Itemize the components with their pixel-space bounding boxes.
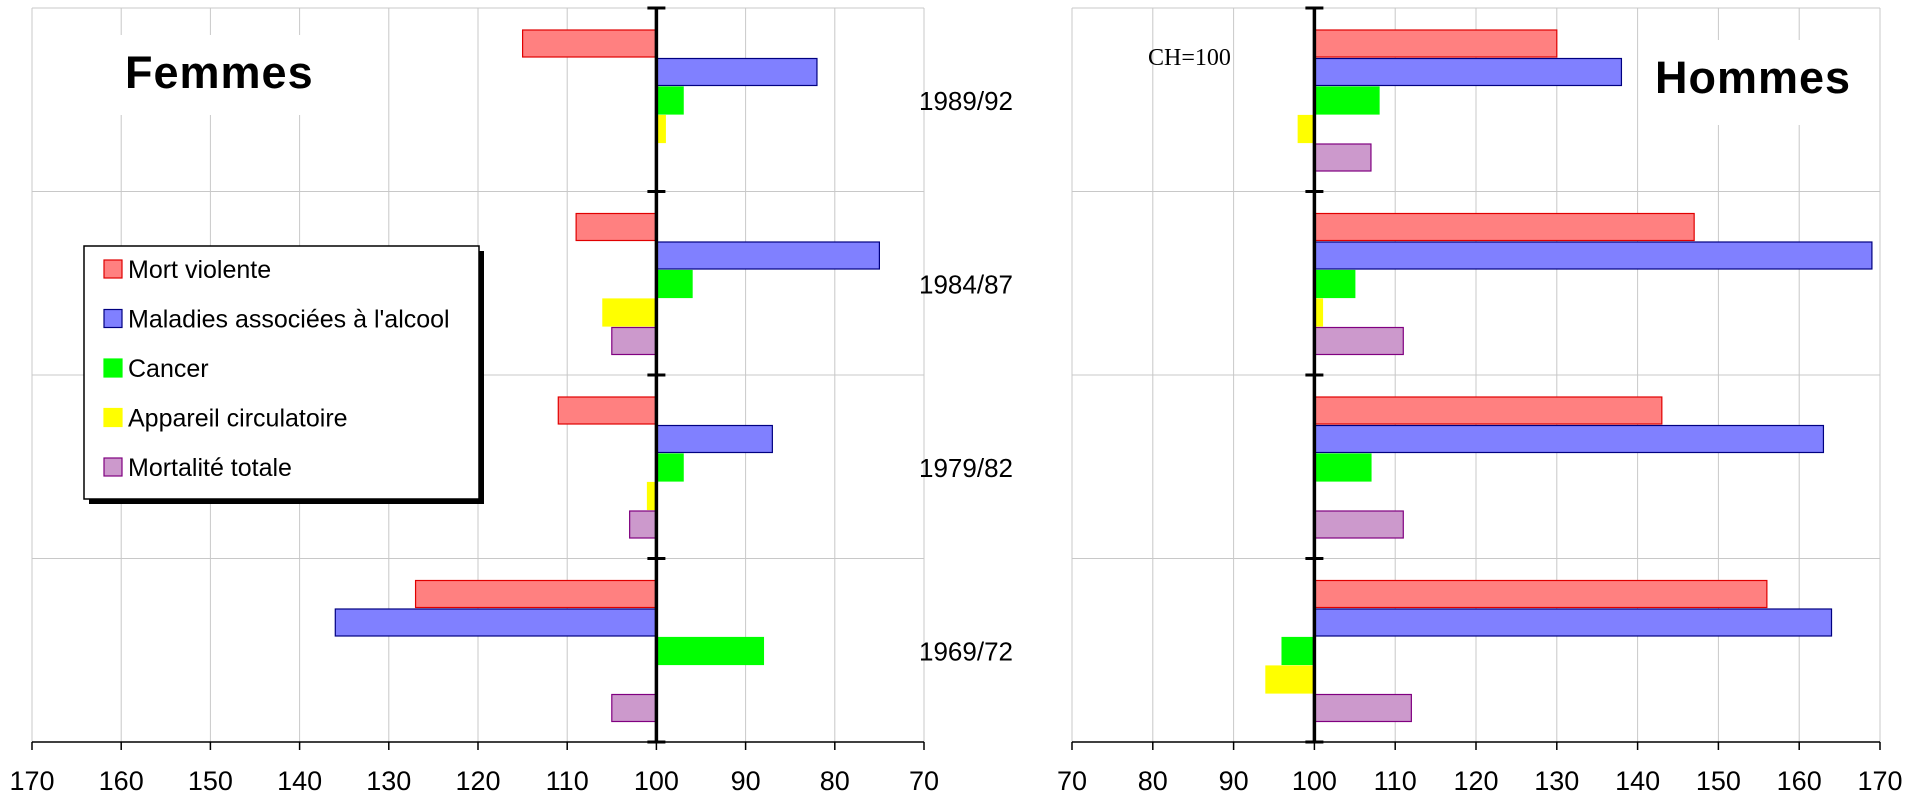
bar-total (1313, 143, 1372, 172)
category-label: 1989/92 (919, 86, 1013, 116)
legend-box (83, 245, 480, 500)
legend-swatch-cancer (103, 358, 123, 378)
x-tick-label: 140 (277, 766, 322, 795)
x-tick-label: 90 (1219, 766, 1249, 795)
panel-0: 170 160 150 140 130 120 110 100 90 80 70 (9, 6, 939, 796)
x-tick-label: 80 (1138, 766, 1168, 795)
x-tick-label: 70 (1057, 766, 1087, 795)
bar-cancer (655, 86, 684, 115)
bar-mort (521, 29, 657, 58)
x-tick-label: 160 (99, 766, 144, 795)
x-tick-label: 150 (188, 766, 233, 795)
bar-alcool (1313, 241, 1873, 270)
x-tick-label: 90 (731, 766, 761, 795)
note-label: CH=100 (1148, 45, 1231, 71)
legend-swatch-mort (103, 259, 123, 279)
x-tick-label: 170 (9, 766, 54, 795)
bar-mort (1313, 29, 1558, 58)
x-tick-label: 130 (1534, 766, 1579, 795)
x-tick-label: 170 (1857, 766, 1902, 795)
bar-alcool (655, 241, 881, 270)
bar-alcool (334, 608, 657, 637)
bar-circ (1297, 114, 1315, 144)
bar-total (611, 326, 657, 356)
x-tick-label: 80 (820, 766, 850, 795)
legend-label-cancer: Cancer (128, 355, 209, 383)
panel-1: 1989/92 1984/87 1979/82 1969/72 70 80 90 100 110… (919, 6, 1903, 796)
bar-mort (1313, 212, 1695, 242)
bar-cancer (655, 269, 693, 299)
panel-title-femmes: Femmes (125, 47, 314, 98)
x-tick-label: 110 (1374, 766, 1417, 795)
x-tick-label: 150 (1696, 766, 1741, 795)
x-tick-label: 100 (1292, 766, 1337, 795)
title-backdrop-hommes (1642, 40, 1867, 125)
bar-circ (1265, 665, 1316, 694)
bar-total (1313, 510, 1404, 539)
legend-label-total: Mortalité totale (128, 454, 292, 482)
bar-cancer (655, 453, 684, 482)
panel-title-hommes: Hommes (1655, 52, 1851, 103)
x-tick-label: 70 (909, 766, 939, 795)
bar-alcool (655, 57, 818, 87)
bar-alcool (1313, 424, 1825, 454)
bar-mort (575, 212, 657, 242)
bar-total (611, 693, 657, 723)
bar-cancer (655, 636, 765, 666)
legend-swatch-alcool (103, 308, 123, 329)
bar-total (629, 510, 658, 539)
bar-alcool (655, 424, 773, 454)
bar-mort (1313, 396, 1663, 425)
legend-label-circ: Appareil circulatoire (128, 405, 348, 433)
legend-label-mort: Mort violente (128, 256, 271, 284)
bar-alcool (1313, 57, 1623, 87)
x-tick-label: 160 (1777, 766, 1822, 795)
bar-cancer (1313, 86, 1380, 115)
legend-swatch-total (103, 457, 123, 477)
legend: Mort violente Maladies associées à l'alco… (83, 245, 484, 504)
legend-swatch-circ (103, 407, 123, 428)
x-tick-label: 120 (455, 766, 500, 795)
x-tick-label: 120 (1453, 766, 1498, 795)
legend-label-alcool: Maladies associées à l'alcool (128, 306, 450, 334)
bar-total (1313, 326, 1404, 356)
bar-mort (557, 396, 658, 425)
bar-total (1313, 693, 1412, 723)
bar-cancer (1313, 453, 1372, 482)
category-label: 1969/72 (919, 636, 1013, 666)
x-tick-label: 100 (634, 766, 679, 795)
bar-mort (1313, 579, 1768, 609)
title-backdrop-femmes (116, 35, 326, 115)
bar-cancer (1313, 269, 1356, 299)
x-tick-label: 110 (546, 766, 589, 795)
bar-mort (414, 579, 657, 609)
bar-cancer (1281, 636, 1315, 666)
bar-circ (602, 298, 658, 327)
category-label: 1984/87 (919, 269, 1013, 299)
bar-alcool (1313, 608, 1833, 637)
x-tick-label: 130 (366, 766, 411, 795)
category-label: 1979/82 (919, 453, 1013, 483)
x-tick-label: 140 (1615, 766, 1660, 795)
